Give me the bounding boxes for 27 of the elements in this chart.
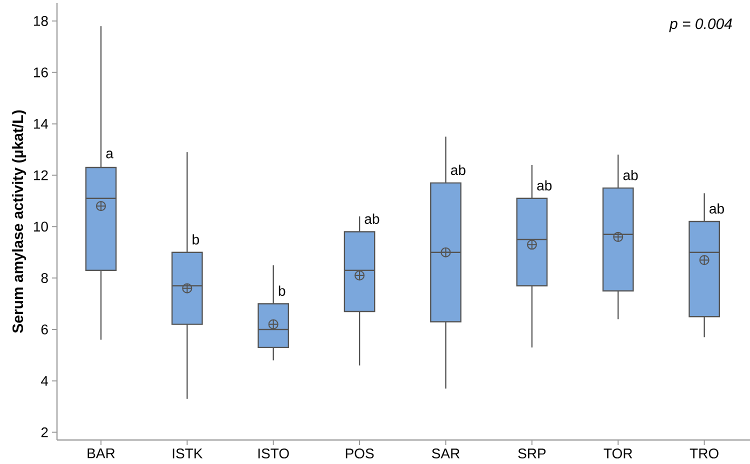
y-tick-label: 12 bbox=[34, 170, 48, 180]
annotation: b bbox=[192, 234, 199, 244]
annotation: ab bbox=[537, 180, 552, 191]
x-tick-label: ISTO bbox=[258, 448, 289, 458]
y-axis-title: Serum amylase activity (µkat/L) bbox=[12, 110, 26, 333]
x-tick-label: TOR bbox=[604, 448, 632, 458]
y-tick-label: 8 bbox=[41, 273, 48, 284]
y-tick-label: 2 bbox=[41, 427, 48, 438]
y-tick-label: 10 bbox=[34, 222, 48, 232]
annotation: ab bbox=[364, 214, 380, 224]
annotation: ab bbox=[623, 170, 638, 180]
annotation: b bbox=[278, 286, 286, 296]
annotation: p = 0.004 bbox=[669, 18, 732, 32]
y-tick-label: 6 bbox=[41, 324, 48, 334]
x-tick-label: BAR bbox=[88, 448, 115, 458]
x-tick-label: ISTK bbox=[172, 448, 203, 458]
x-tick-label: POS bbox=[346, 448, 374, 458]
x-tick-label: SAR bbox=[432, 448, 460, 458]
annotation: ab bbox=[710, 203, 724, 214]
x-tick-label: SRP bbox=[518, 448, 546, 458]
annotation: a bbox=[106, 150, 114, 158]
y-tick-label: 18 bbox=[34, 16, 48, 26]
annotation: ab bbox=[450, 164, 466, 176]
y-tick-label: 16 bbox=[34, 67, 48, 78]
y-tick-label: 4 bbox=[41, 376, 48, 386]
x-tick-label: TRO bbox=[690, 448, 718, 458]
y-tick-label: 14 bbox=[34, 119, 48, 129]
